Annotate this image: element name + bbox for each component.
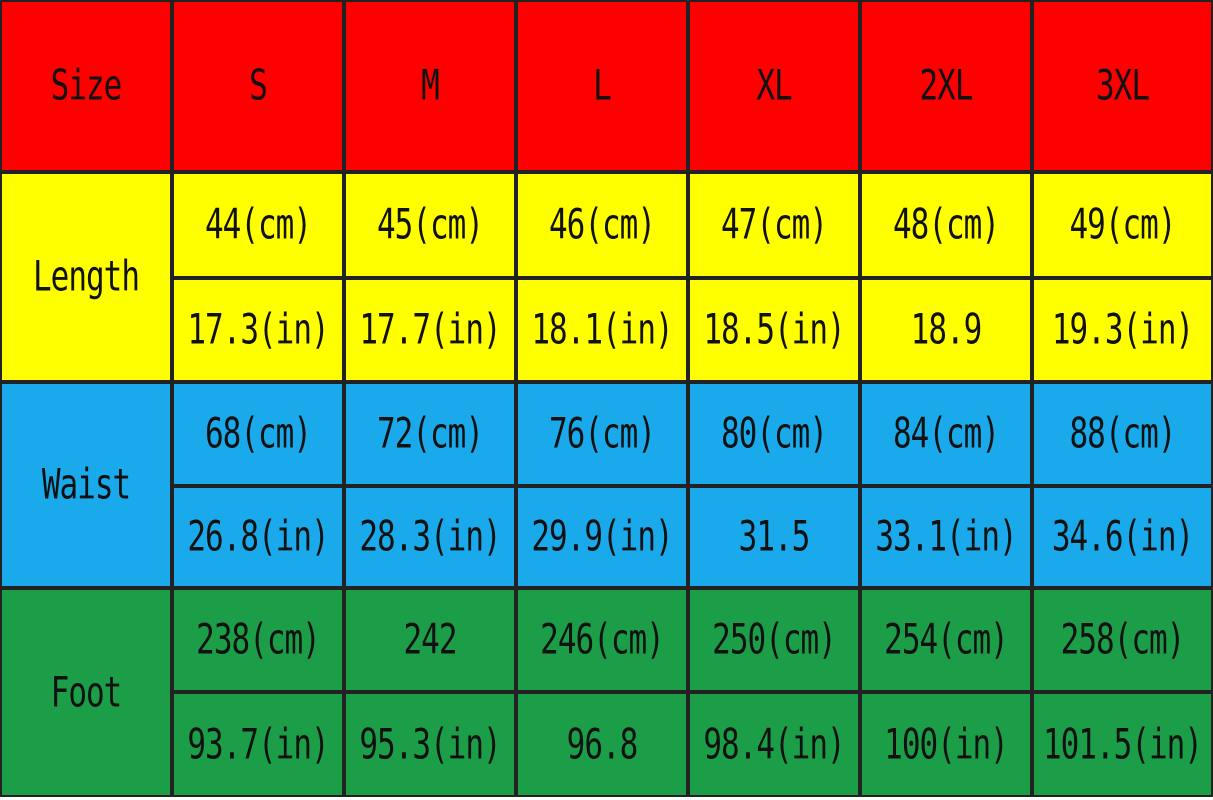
- measure-value: 96.8: [516, 692, 688, 797]
- measure-value: 48(cm): [860, 172, 1032, 278]
- cell-text: 3XL: [1096, 61, 1150, 111]
- measure-value: 49(cm): [1032, 172, 1213, 278]
- cell-text: 72(cm): [377, 409, 484, 459]
- cell-text: L: [593, 61, 612, 111]
- cell-text: S: [249, 61, 268, 111]
- cell-text: 101.5(in): [1043, 720, 1203, 769]
- measure-value: 250(cm): [688, 588, 860, 692]
- measure-value: 44(cm): [172, 172, 344, 278]
- measure-value: 19.3(in): [1032, 278, 1213, 382]
- cell-text: 31.5: [738, 512, 811, 562]
- measure-value: 45(cm): [344, 172, 516, 278]
- measure-value: 95.3(in): [344, 692, 516, 797]
- measure-value: 84(cm): [860, 382, 1032, 486]
- cell-text: XL: [756, 61, 792, 111]
- cell-text: 48(cm): [893, 200, 1000, 250]
- measure-value: 34.6(in): [1032, 486, 1213, 588]
- size-header: S: [172, 0, 344, 172]
- measure-value: 258(cm): [1032, 588, 1213, 692]
- measure-value: 26.8(in): [172, 486, 344, 588]
- measure-value: 47(cm): [688, 172, 860, 278]
- size-header: 2XL: [860, 0, 1032, 172]
- measure-value: 80(cm): [688, 382, 860, 486]
- cell-text: 26.8(in): [187, 512, 329, 562]
- cell-text: 100(in): [884, 720, 1009, 769]
- cell-text: 95.3(in): [359, 720, 501, 769]
- measure-value: 76(cm): [516, 382, 688, 486]
- measure-value: 31.5: [688, 486, 860, 588]
- cell-text: 47(cm): [721, 200, 828, 250]
- measure-value: 238(cm): [172, 588, 344, 692]
- cell-text: 28.3(in): [359, 512, 501, 562]
- cell-text: 88(cm): [1069, 409, 1177, 459]
- cell-text: 17.3(in): [187, 305, 329, 355]
- measure-value: 254(cm): [860, 588, 1032, 692]
- cell-text: 76(cm): [549, 409, 656, 459]
- size-header: XL: [688, 0, 860, 172]
- measure-value: 88(cm): [1032, 382, 1213, 486]
- cell-text: 258(cm): [1060, 615, 1186, 665]
- cell-text: 18.5(in): [703, 305, 845, 355]
- measure-value: 18.9: [860, 278, 1032, 382]
- cell-text: 45(cm): [377, 200, 484, 250]
- measure-value: 93.7(in): [172, 692, 344, 797]
- measure-value: 33.1(in): [860, 486, 1032, 588]
- measure-value: 17.3(in): [172, 278, 344, 382]
- measure-value: 46(cm): [516, 172, 688, 278]
- cell-text: 2XL: [919, 61, 974, 111]
- measure-label: Waist: [0, 382, 172, 588]
- cell-text: 238(cm): [196, 615, 321, 665]
- measure-value: 101.5(in): [1032, 692, 1213, 797]
- measure-value: 28.3(in): [344, 486, 516, 588]
- measure-value: 17.7(in): [344, 278, 516, 382]
- size-header: M: [344, 0, 516, 172]
- measure-label: Foot: [0, 588, 172, 797]
- cell-text: 49(cm): [1069, 200, 1177, 250]
- measure-value: 98.4(in): [688, 692, 860, 797]
- cell-text: 29.9(in): [531, 512, 673, 562]
- measure-value: 242: [344, 588, 516, 692]
- cell-text: 254(cm): [884, 615, 1009, 665]
- cell-text: 44(cm): [205, 200, 312, 250]
- header-label: Size: [0, 0, 172, 172]
- measure-label: Length: [0, 172, 172, 382]
- cell-text: 93.7(in): [187, 720, 329, 769]
- cell-text: 68(cm): [205, 409, 312, 459]
- measure-value: 68(cm): [172, 382, 344, 486]
- measure-value: 100(in): [860, 692, 1032, 797]
- cell-text: Length: [33, 252, 140, 302]
- cell-text: 80(cm): [721, 409, 828, 459]
- cell-text: 46(cm): [549, 200, 656, 250]
- measure-value: 29.9(in): [516, 486, 688, 588]
- measure-value: 72(cm): [344, 382, 516, 486]
- cell-text: 246(cm): [540, 615, 665, 665]
- size-header: L: [516, 0, 688, 172]
- cell-text: 96.8: [566, 720, 639, 769]
- cell-text: 18.9: [910, 305, 983, 355]
- cell-text: 33.1(in): [875, 512, 1017, 562]
- cell-text: 19.3(in): [1051, 305, 1194, 355]
- cell-text: 98.4(in): [703, 720, 845, 769]
- cell-text: Foot: [50, 668, 123, 717]
- measure-value: 18.1(in): [516, 278, 688, 382]
- cell-text: 84(cm): [893, 409, 1000, 459]
- size-header: 3XL: [1032, 0, 1213, 172]
- cell-text: 17.7(in): [359, 305, 501, 355]
- measure-value: 18.5(in): [688, 278, 860, 382]
- cell-text: Size: [50, 61, 123, 111]
- measure-value: 246(cm): [516, 588, 688, 692]
- cell-text: 250(cm): [712, 615, 837, 665]
- cell-text: M: [421, 61, 440, 111]
- cell-text: Waist: [41, 460, 131, 510]
- cell-text: 34.6(in): [1051, 512, 1194, 562]
- cell-text: 242: [403, 615, 458, 665]
- cell-text: 18.1(in): [531, 305, 673, 355]
